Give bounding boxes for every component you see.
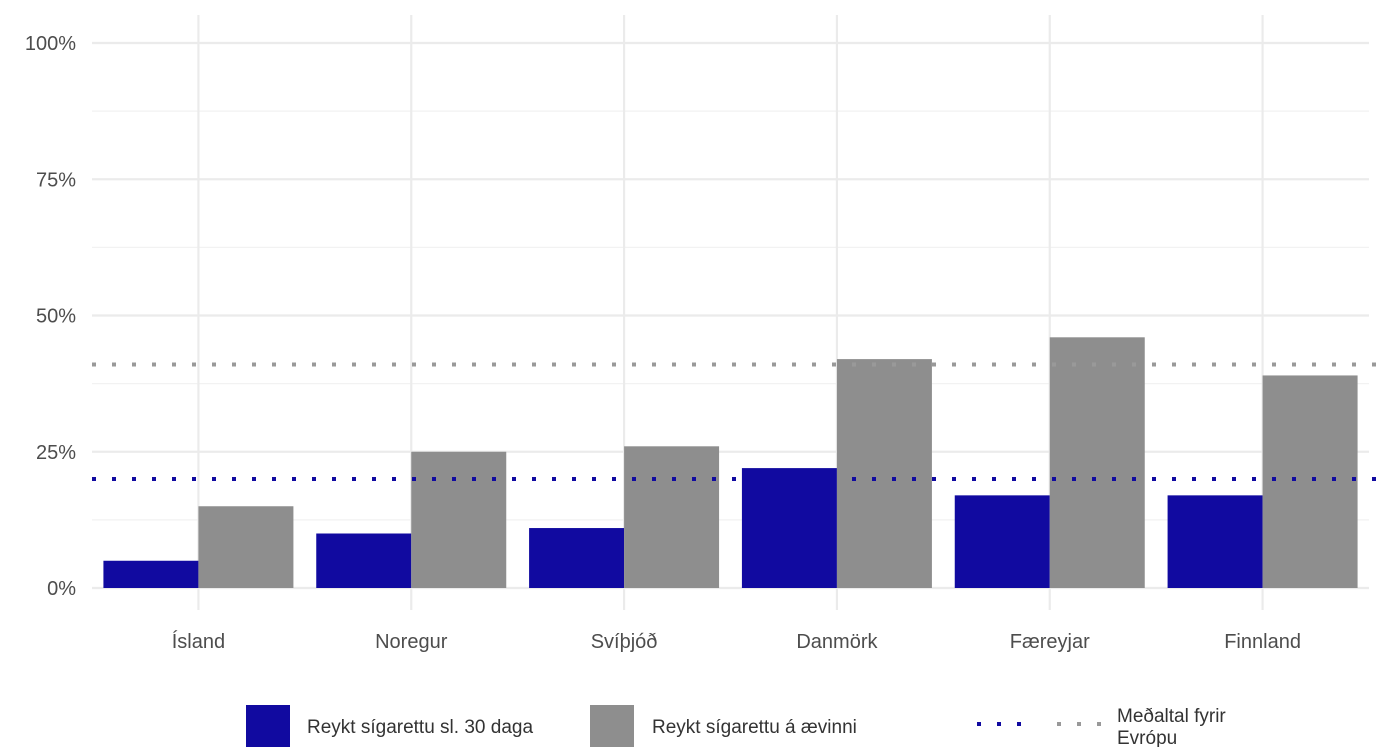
bar (529, 528, 625, 588)
legend-label: Reykt sígarettu á ævinni (652, 717, 857, 738)
x-tick-label: Færeyjar (1010, 631, 1090, 653)
bar (316, 533, 412, 588)
bar (198, 506, 294, 588)
bar (954, 495, 1050, 588)
bar (836, 359, 932, 588)
y-tick-label: 100% (25, 33, 76, 55)
reference-lines (92, 362, 1379, 481)
bar (741, 468, 837, 588)
y-tick-label: 50% (36, 306, 76, 328)
bar (1049, 337, 1145, 588)
legend-swatch (590, 705, 634, 747)
bar (1262, 375, 1358, 588)
x-tick-label: Danmörk (796, 631, 878, 653)
x-tick-label: Finnland (1224, 631, 1301, 653)
bar (624, 446, 720, 588)
x-tick-label: Ísland (172, 630, 225, 653)
bar (411, 451, 507, 588)
legend: Reykt sígarettu sl. 30 daga Reykt sígaret… (246, 705, 1226, 747)
legend-label: Meðaltal fyrir Evrópu (1117, 706, 1226, 747)
y-tick-label: 25% (36, 442, 76, 464)
x-axis-ticks: Ísland Noregur Svíþjóð Danmörk Færeyjar Finnl… (172, 630, 1301, 653)
y-tick-label: 0% (47, 578, 76, 600)
x-tick-label: Svíþjóð (591, 631, 658, 653)
legend-swatch (246, 705, 290, 747)
bar (1167, 495, 1263, 588)
legend-label: Reykt sígarettu sl. 30 daga (307, 717, 533, 738)
bar (103, 560, 199, 588)
x-tick-label: Noregur (375, 631, 448, 653)
y-axis-ticks: 0% 25% 50% 75% 100% (25, 33, 76, 600)
y-tick-label: 75% (36, 169, 76, 191)
bars (103, 337, 1358, 588)
